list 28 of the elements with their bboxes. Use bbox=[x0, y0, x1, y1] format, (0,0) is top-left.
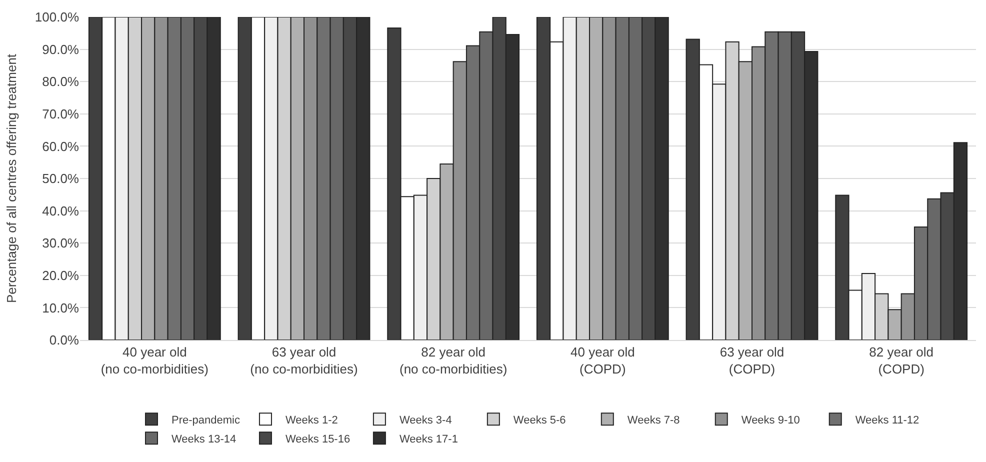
legend-label: Weeks 11-12 bbox=[855, 414, 920, 426]
x-tick-label: 63 year old (no co-morbidities) bbox=[250, 344, 358, 376]
x-tick-label: 40 year old (COPD) bbox=[570, 344, 635, 376]
y-tick-label: 10.0% bbox=[42, 300, 80, 316]
y-tick-label: 0.0% bbox=[49, 332, 80, 348]
y-tick-label: 50.0% bbox=[42, 171, 80, 186]
legend-label: Weeks 13-14 bbox=[172, 433, 236, 446]
y-tick-label: 30.0% bbox=[42, 236, 80, 251]
legend-label: Weeks 5-6 bbox=[513, 414, 566, 426]
y-tick-label: 20.0% bbox=[42, 268, 80, 283]
legend-label: Weeks 9-10 bbox=[741, 414, 800, 426]
legend-label: Pre-pandemic bbox=[172, 414, 240, 426]
x-tick-label: 63 year old (COPD) bbox=[720, 344, 784, 376]
y-axis-title: Percentage of all centres offering treatment bbox=[4, 54, 19, 304]
y-tick-label: 90.0% bbox=[42, 42, 80, 57]
y-tick-label: 60.0% bbox=[42, 138, 80, 154]
x-tick-label: 82 year old (COPD) bbox=[869, 344, 934, 376]
x-tick-label: 40 year old (no co-morbidities) bbox=[100, 344, 208, 376]
y-tick-label: 100.0% bbox=[34, 10, 80, 25]
y-tick-label: 70.0% bbox=[42, 106, 80, 122]
legend-label: Weeks 7-8 bbox=[627, 414, 680, 426]
x-tick-label: 82 year old (no co-morbidities) bbox=[400, 344, 508, 376]
legend-label: Weeks 1-2 bbox=[285, 414, 338, 426]
y-tick-label: 40.0% bbox=[42, 203, 80, 218]
y-tick-label: 80.0% bbox=[42, 74, 80, 90]
legend-label: Weeks 3-4 bbox=[399, 414, 452, 426]
legend-label: Weeks 17-1 bbox=[399, 433, 458, 446]
legend-label: Weeks 15-16 bbox=[285, 433, 350, 446]
